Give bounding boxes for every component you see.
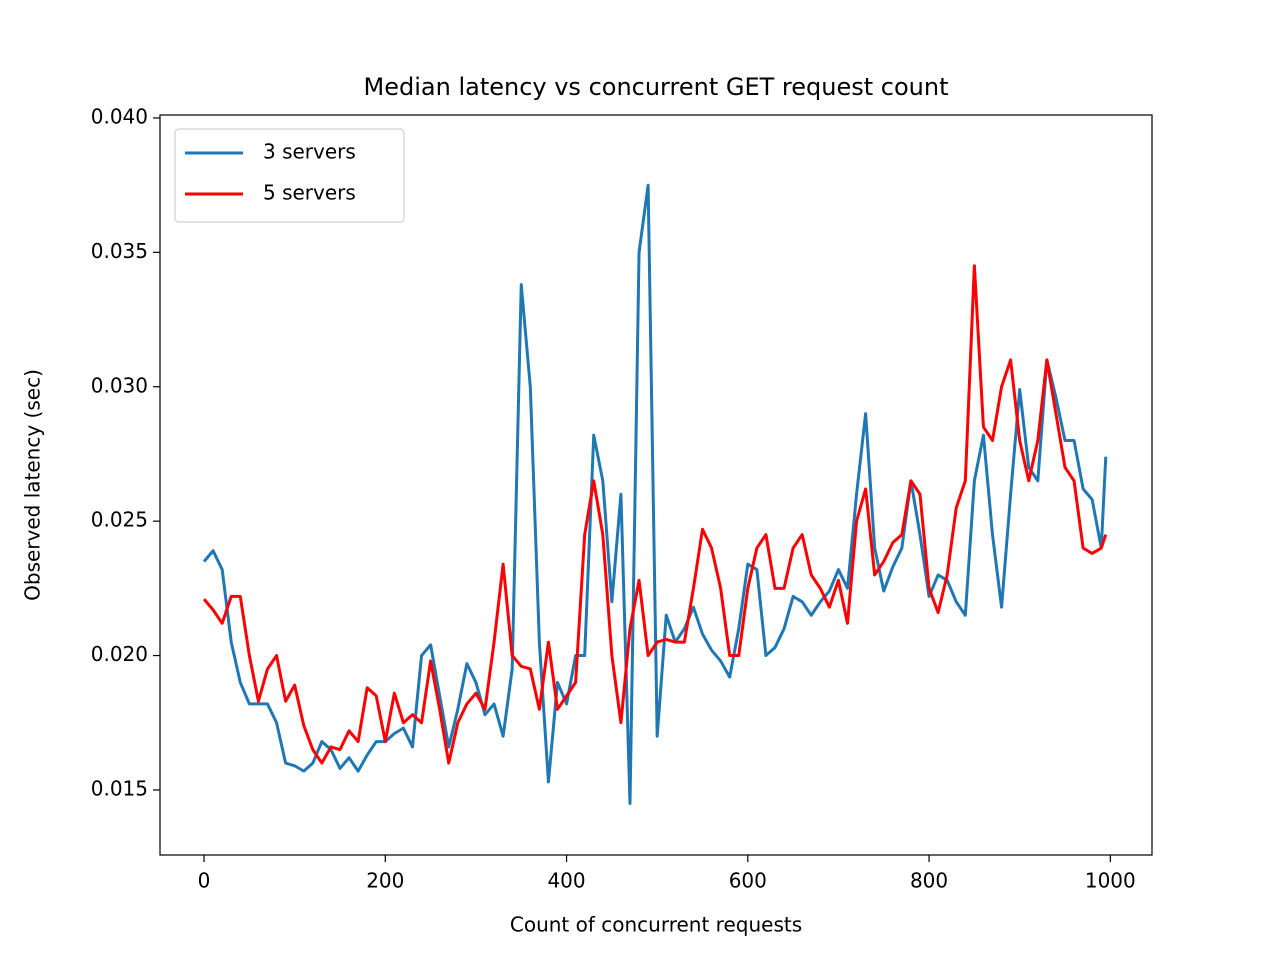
legend-label: 3 servers (263, 140, 356, 164)
x-tick-label: 0 (198, 869, 211, 893)
legend-label: 5 servers (263, 181, 356, 205)
y-tick-label: 0.025 (91, 508, 148, 532)
y-tick-label: 0.040 (91, 104, 148, 128)
y-tick-label: 0.035 (91, 239, 148, 263)
x-tick-label: 1000 (1085, 869, 1136, 893)
x-tick-label: 200 (366, 869, 404, 893)
x-axis-label: Count of concurrent requests (510, 913, 802, 937)
chart-title: Median latency vs concurrent GET request… (364, 73, 949, 101)
x-tick-label: 800 (910, 869, 948, 893)
y-tick-label: 0.015 (91, 776, 148, 800)
x-tick-label: 600 (729, 869, 767, 893)
data-line (202, 183, 1108, 805)
data-line (202, 264, 1108, 765)
plot-frame (159, 114, 1153, 856)
y-tick-label: 0.020 (91, 642, 148, 666)
y-tick-label: 0.030 (91, 373, 148, 397)
x-tick-label: 400 (547, 869, 585, 893)
y-axis-label: Observed latency (sec) (21, 369, 45, 601)
